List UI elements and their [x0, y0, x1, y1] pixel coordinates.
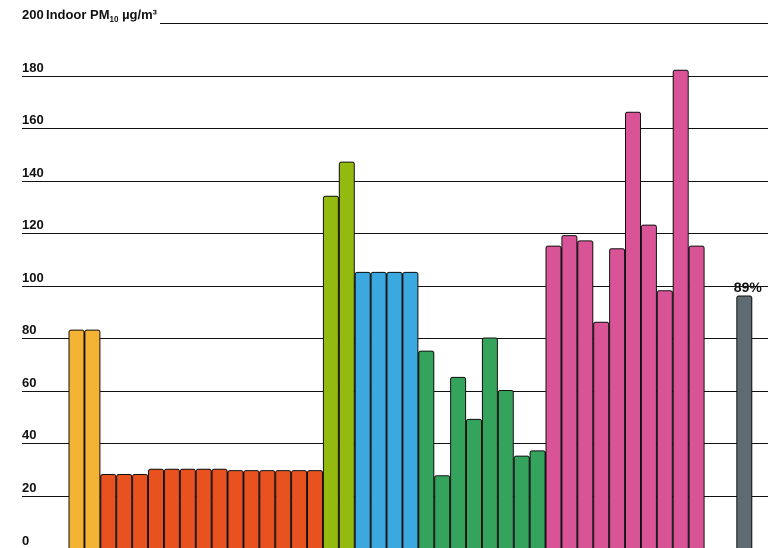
chart-title-subscript: 10: [110, 15, 119, 24]
chart-title: Indoor PM10 µg/m³: [46, 7, 158, 24]
bar-16: [307, 470, 323, 548]
y-tick-label: 140: [22, 165, 44, 180]
annotation-label: 89%: [734, 279, 763, 295]
bar-24: [434, 475, 451, 548]
bar-32: [561, 235, 578, 548]
bar-26: [466, 418, 482, 548]
bar-25: [450, 376, 467, 548]
chart-title-main: Indoor PM: [46, 7, 110, 22]
y-tick-label: 0: [22, 533, 29, 548]
y-tick-label: 180: [22, 60, 44, 75]
bar-4: [116, 474, 133, 548]
bar-22: [402, 271, 419, 548]
bar-40: [688, 245, 705, 548]
bar-9: [195, 468, 212, 548]
bar-27: [481, 337, 498, 548]
y-tick-label: 200: [22, 7, 44, 22]
chart-title-unit: µg/m³: [118, 7, 157, 22]
bar-29: [513, 455, 530, 548]
bar-28: [497, 390, 514, 548]
bar-37: [640, 224, 657, 548]
bar-20: [370, 271, 387, 548]
y-tick-label: 20: [22, 480, 36, 495]
bar-11: [227, 470, 244, 548]
y-tick-label: 100: [22, 270, 44, 285]
bar-33: [577, 240, 594, 548]
bar-23: [418, 350, 435, 548]
bar-21: [386, 271, 403, 548]
y-tick-label: 120: [22, 217, 44, 232]
bar-36: [625, 111, 641, 548]
bar-10: [211, 468, 228, 548]
bar-15: [291, 470, 308, 548]
bar-5: [132, 474, 149, 548]
bar-2: [84, 329, 101, 548]
bar-17: [322, 195, 339, 548]
bar-39: [672, 69, 689, 548]
bar-18: [338, 161, 355, 548]
y-tick-label: 80: [22, 322, 36, 337]
bar-31: [545, 245, 562, 548]
bar-34: [593, 321, 610, 548]
bar-19: [354, 271, 371, 548]
bar-12: [243, 470, 260, 548]
bar-8: [179, 468, 196, 548]
bar-6: [148, 468, 164, 548]
bar-30: [529, 450, 546, 548]
bars: [68, 69, 753, 548]
bar-1: [68, 329, 85, 548]
y-axis-labels: 0 20 40 60 80 100 120 140 160 180 200: [22, 7, 44, 548]
bar-13: [259, 470, 276, 548]
y-tick-label: 160: [22, 112, 44, 127]
bar-14: [275, 470, 292, 548]
bar-35: [609, 248, 626, 548]
bar-43: [736, 295, 753, 548]
bar-38: [656, 290, 673, 548]
y-tick-label: 60: [22, 375, 36, 390]
y-tick-label: 40: [22, 427, 36, 442]
bar-7: [163, 468, 180, 548]
bar-3: [100, 474, 117, 548]
